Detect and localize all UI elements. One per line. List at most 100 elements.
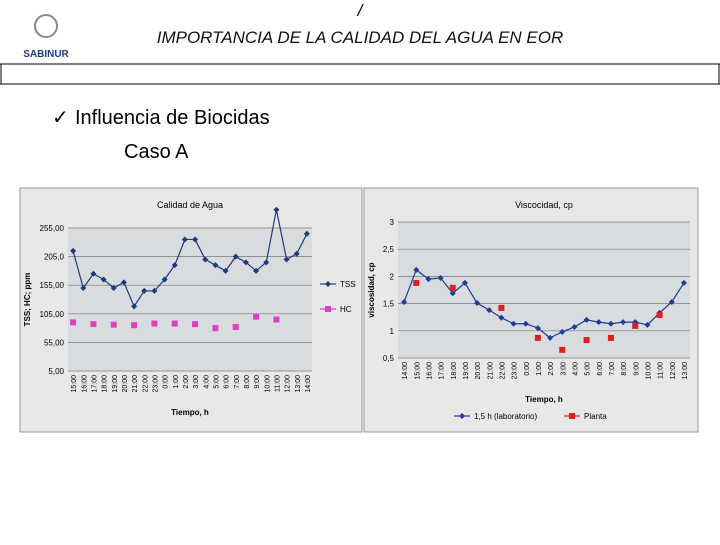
marker (449, 284, 456, 291)
marker (325, 306, 331, 312)
marker (273, 316, 280, 323)
x-tick-label: 22:00 (499, 362, 506, 380)
x-tick-label: 1:00 (173, 375, 180, 389)
plot-area (398, 222, 690, 358)
marker (449, 290, 456, 297)
x-tick-label: 15:00 (414, 362, 421, 380)
x-tick-label: 2:00 (183, 375, 190, 389)
legend-label: TSS (340, 280, 356, 289)
marker (583, 316, 590, 323)
marker (171, 320, 178, 327)
x-tick-label: 7:00 (234, 375, 241, 389)
x-tick-label: 2:00 (548, 362, 555, 376)
marker (253, 267, 260, 274)
y-tick-label: 205,0 (44, 253, 65, 262)
marker (668, 298, 675, 305)
y-tick-label: 255,00 (40, 224, 65, 233)
marker (559, 328, 566, 335)
marker (498, 304, 505, 311)
marker (547, 334, 554, 341)
x-tick-label: 9:00 (633, 362, 640, 376)
x-tick-label: 11:00 (658, 362, 665, 379)
x-tick-label: 15:00 (71, 375, 78, 393)
x-tick-label: 19:00 (112, 375, 119, 393)
chart-title: Viscocidad, cp (515, 200, 573, 210)
marker (222, 267, 229, 274)
y-tick-label: 5,00 (48, 367, 64, 376)
x-tick-label: 0:00 (163, 375, 170, 389)
marker (141, 287, 148, 294)
y-tick-label: 155,00 (40, 281, 65, 290)
legend-label: HC (340, 305, 352, 314)
y-tick-label: 55,00 (44, 338, 65, 347)
x-tick-label: 8:00 (244, 375, 251, 389)
x-tick-label: 8:00 (621, 362, 628, 376)
x-tick-label: 20:00 (122, 375, 129, 393)
marker (644, 321, 651, 328)
marker (607, 320, 614, 327)
y-tick-label: 2 (390, 272, 395, 281)
x-tick-label: 10:00 (264, 375, 271, 393)
marker (607, 334, 614, 341)
x-tick-label: 10:00 (645, 362, 652, 380)
marker (498, 314, 505, 321)
marker (90, 270, 97, 277)
y-tick-label: 1 (390, 327, 395, 336)
x-tick-label: 5:00 (585, 362, 592, 376)
marker (181, 236, 188, 243)
marker (569, 413, 575, 419)
marker (486, 307, 493, 314)
x-tick-label: 13:00 (295, 375, 302, 393)
marker (474, 300, 481, 307)
marker (437, 275, 444, 282)
x-tick-label: 3:00 (193, 375, 200, 389)
marker (151, 320, 158, 327)
marker (425, 276, 432, 283)
x-tick-label: 16:00 (81, 375, 88, 393)
marker (70, 319, 77, 326)
y-axis-label: viscosidad, cp (367, 262, 376, 317)
marker (161, 276, 168, 283)
marker (131, 303, 138, 310)
x-tick-label: 12:00 (670, 362, 677, 380)
marker (583, 337, 590, 344)
bullet-sub: Caso A (124, 141, 189, 163)
x-tick-label: 21:00 (487, 362, 494, 380)
title-mark: / (357, 1, 365, 20)
marker (80, 285, 87, 292)
x-tick-label: 23:00 (512, 362, 519, 380)
plot-area (68, 228, 312, 371)
marker (293, 250, 300, 257)
x-tick-label: 19:00 (463, 362, 470, 380)
marker (242, 259, 249, 266)
x-tick-label: 5:00 (213, 375, 220, 389)
marker (263, 259, 270, 266)
marker (656, 312, 663, 319)
x-axis-label: Tiempo, h (171, 408, 209, 417)
x-tick-label: 20:00 (475, 362, 482, 380)
marker (620, 319, 627, 326)
marker (461, 279, 468, 286)
x-tick-label: 14:00 (305, 375, 312, 393)
x-tick-label: 21:00 (132, 375, 139, 393)
x-tick-label: 7:00 (609, 362, 616, 376)
marker (534, 334, 541, 341)
marker (171, 262, 178, 269)
x-tick-label: 17:00 (91, 375, 98, 393)
legend-label: 1,5 h (laboratorio) (474, 412, 537, 421)
title: IMPORTANCIA DE LA CALIDAD DEL AGUA EN EO… (157, 28, 564, 47)
y-tick-label: 0,5 (383, 354, 395, 363)
x-tick-label: 6:00 (597, 362, 604, 376)
x-tick-label: 12:00 (285, 375, 292, 393)
marker (534, 325, 541, 332)
marker (100, 276, 107, 283)
y-tick-label: 1,5 (383, 300, 395, 309)
marker (283, 256, 290, 263)
bullet-check: ✓ (52, 107, 69, 129)
marker (90, 321, 97, 328)
series-line (72, 209, 308, 308)
x-tick-label: 23:00 (152, 375, 159, 393)
marker (192, 321, 199, 328)
marker (413, 266, 420, 273)
